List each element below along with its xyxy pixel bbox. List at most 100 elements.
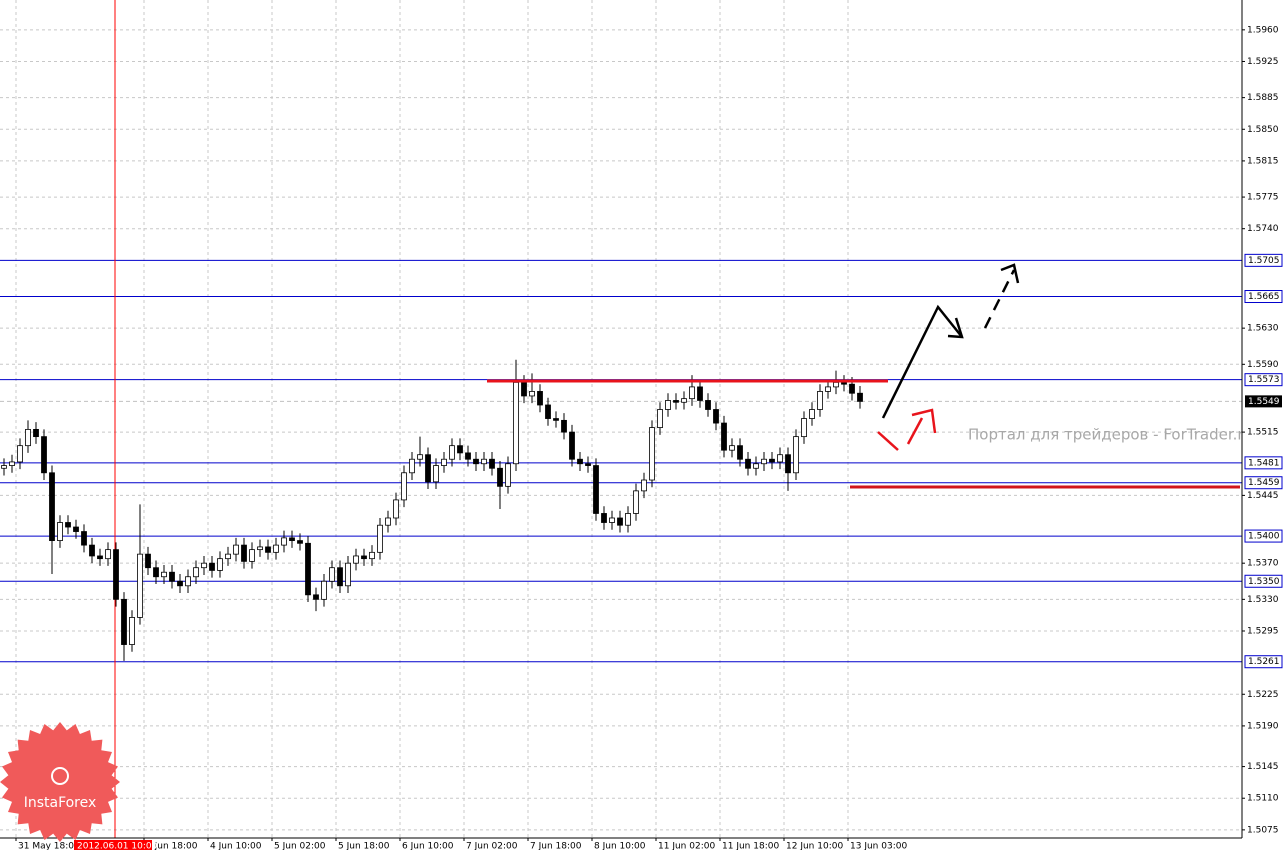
candle-body (465, 452, 471, 460)
grid (0, 0, 1242, 838)
level-label: 1.5350 (1248, 577, 1280, 587)
candle-body (601, 513, 607, 523)
x-tick-label: 5 Jun 18:00 (338, 842, 390, 850)
y-tick-label: 1.5110 (1247, 794, 1279, 804)
watermark: Портал для трейдеров - ForTrader.ru (968, 426, 1253, 444)
candle-body (529, 391, 535, 397)
candle-body (809, 409, 815, 419)
x-tick-label: 6 Jun 10:00 (402, 842, 454, 850)
candle-body (745, 458, 751, 469)
forecast-arrow (881, 304, 963, 419)
candle-body (641, 479, 647, 492)
level-label-box (1244, 253, 1283, 267)
candle-body (49, 472, 55, 541)
alt-arrow (877, 431, 899, 451)
arrow-head (911, 408, 937, 434)
candle-body (393, 499, 399, 519)
candle-body (497, 467, 503, 487)
candle-body (25, 428, 31, 447)
y-tick-label: 1.5775 (1247, 193, 1279, 203)
level-label: 1.5573 (1248, 375, 1280, 385)
candle-body (73, 526, 79, 532)
y-tick-label: 1.5885 (1247, 93, 1279, 103)
candle-body (201, 562, 207, 569)
candle-body (649, 427, 655, 481)
candle-body (281, 537, 287, 546)
candle-body (801, 418, 807, 438)
candle-body (849, 383, 855, 394)
forecast-arrow-dashed (983, 269, 1016, 329)
x-tick-label: 4 Jun 10:00 (210, 842, 262, 850)
candle-body (97, 555, 103, 560)
y-axis-area (1242, 0, 1283, 850)
candle-body (417, 454, 423, 460)
candle-body (305, 542, 311, 596)
candle-body (857, 392, 863, 402)
alt-arrow (906, 417, 924, 445)
level-label: 1.5481 (1248, 458, 1280, 468)
candle-body (737, 445, 743, 460)
candle-body (353, 555, 359, 564)
candle-body (449, 445, 455, 460)
candle-body (817, 391, 823, 410)
cursor-label-box (74, 840, 152, 850)
candle-body (537, 391, 543, 406)
candle-body (593, 465, 599, 514)
candle-body (297, 540, 303, 544)
candle-body (313, 594, 319, 600)
x-tick-label: 8 Jun 10:00 (594, 842, 646, 850)
level-label-box (1244, 290, 1283, 304)
candle-body (369, 551, 375, 560)
axis-labels: 1.5960 1.5925 1.5885 1.5850 1.5815 1.5775 1.57… (15, 25, 1283, 850)
candle-body (33, 428, 39, 438)
level-label-box (1244, 655, 1283, 669)
level-label-box (1244, 574, 1283, 588)
logo-icon (51, 767, 69, 785)
candle-body (241, 544, 247, 562)
candle-body (121, 598, 127, 645)
candle-body (425, 454, 431, 483)
x-tick-label: 12 Jun 10:00 (786, 842, 843, 850)
candle-body (177, 580, 183, 587)
candle-body (273, 544, 279, 553)
cursor-label: 2012.06.01 10:00 (77, 842, 158, 850)
candle-body (65, 522, 71, 528)
candle-body (545, 404, 551, 419)
logo-badge (0, 722, 120, 842)
candle-body (409, 458, 415, 474)
candle-body (169, 571, 175, 582)
level-label: 1.5665 (1248, 292, 1280, 302)
candle-body (249, 549, 255, 562)
candle-body (505, 463, 511, 487)
y-tick-label: 1.5145 (1247, 762, 1279, 772)
candle-body (361, 555, 367, 560)
candle-body (1, 465, 7, 469)
y-tick-label: 1.5515 (1247, 428, 1279, 438)
candle-body (721, 422, 727, 451)
y-tick-label: 1.5075 (1247, 825, 1279, 835)
candle-body (217, 558, 223, 571)
candle-body (489, 458, 495, 469)
y-tick-label: 1.5190 (1247, 721, 1279, 731)
candle-body (161, 571, 167, 578)
candle-body (585, 463, 591, 466)
candle-body (577, 458, 583, 465)
candle-body (321, 580, 327, 600)
candle-body (113, 549, 119, 600)
level-label: 1.5400 (1248, 532, 1280, 542)
candle-body (441, 458, 447, 466)
candle-body (145, 553, 151, 569)
candle-body (153, 567, 159, 578)
candle-body (729, 445, 735, 451)
x-tick-label: 31 May 18:00 (18, 842, 80, 850)
y-tick-label: 1.5740 (1247, 224, 1279, 234)
candle-body (225, 553, 231, 560)
x-tick-label: 13 Jun 03:00 (850, 842, 907, 850)
candle-body (785, 454, 791, 474)
candle-body (137, 553, 143, 618)
y-tick-label: 1.5630 (1247, 324, 1279, 334)
candle-body (841, 381, 847, 385)
candle-body (265, 546, 271, 553)
y-tick-label: 1.5295 (1247, 626, 1279, 636)
